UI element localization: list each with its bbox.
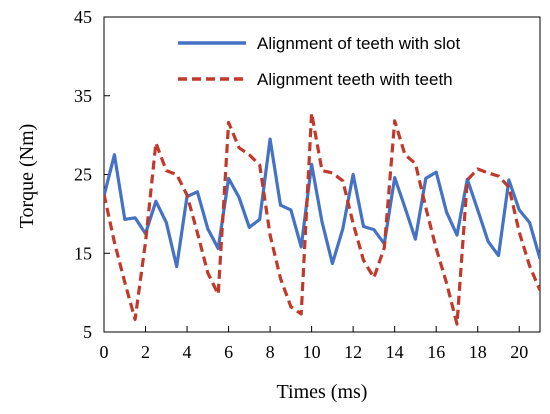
y-tick-label: 5	[83, 322, 92, 342]
x-tick-label: 20	[510, 342, 528, 362]
y-axis-title: Torque (Nm)	[16, 124, 38, 229]
legend-label-teeth-slot: Alignment of teeth with slot	[257, 34, 460, 53]
x-tick-label: 2	[141, 342, 150, 362]
y-tick-label: 45	[74, 7, 92, 27]
series-line-teeth-slot	[104, 137, 540, 269]
x-tick-label: 0	[100, 342, 109, 362]
x-tick-label: 18	[469, 342, 487, 362]
y-tick-label: 15	[74, 243, 92, 263]
x-tick-label: 4	[183, 342, 192, 362]
x-tick-label: 12	[344, 342, 362, 362]
x-tick-label: 8	[266, 342, 275, 362]
legend: Alignment of teeth with slot Alignment t…	[178, 34, 460, 89]
x-tick-label: 16	[427, 342, 445, 362]
y-tick-label: 35	[74, 86, 92, 106]
x-tick-label: 6	[224, 342, 233, 362]
y-tick-label: 25	[74, 165, 92, 185]
legend-label-teeth-teeth: Alignment teeth with teeth	[257, 70, 453, 89]
x-tick-label: 10	[303, 342, 321, 362]
x-axis-title: Times (ms)	[277, 381, 368, 403]
plot-area: 0 2 4 6 8 10 12 14 16 18 20 5 15 25 35 45	[74, 7, 541, 362]
x-tick-label: 14	[386, 342, 404, 362]
